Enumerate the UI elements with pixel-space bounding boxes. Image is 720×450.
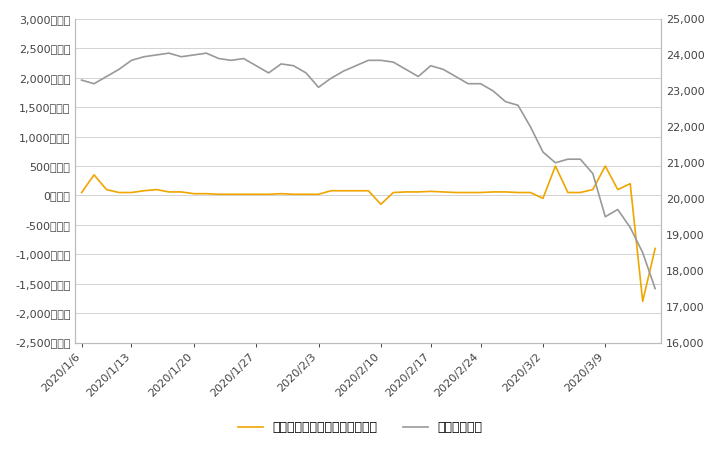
先物・オプション実現損益合計 — [140, 188, 148, 194]
日経平均株価 — [651, 286, 660, 291]
先物・オプション実現損益合計 — [501, 189, 510, 195]
先物・オプション実現損益合計 — [339, 188, 348, 194]
日経平均株価 — [389, 59, 397, 65]
日経平均株価 — [476, 81, 485, 86]
先物・オプション実現損益合計 — [551, 163, 559, 169]
日経平均株価 — [314, 85, 323, 90]
先物・オプション実現損益合計 — [177, 189, 186, 195]
日経平均株価 — [626, 225, 634, 230]
先物・オプション実現損益合計 — [539, 196, 547, 201]
先物・オプション実現損益合計 — [489, 189, 498, 195]
日経平均株価 — [152, 52, 161, 58]
日経平均株価 — [189, 52, 198, 58]
日経平均株価 — [202, 50, 211, 56]
日経平均株価 — [588, 171, 597, 176]
日経平均株価 — [364, 58, 373, 63]
日経平均株価 — [289, 63, 298, 68]
日経平均株価 — [177, 54, 186, 59]
先物・オプション実現損益合計 — [189, 191, 198, 196]
先物・オプション実現損益合計 — [513, 190, 522, 195]
日経平均株価 — [551, 160, 559, 166]
日経平均株価 — [451, 74, 460, 79]
先物・オプション実現損益合計 — [414, 189, 423, 195]
日経平均株価 — [339, 68, 348, 74]
先物・オプション実現損益合計 — [77, 190, 86, 195]
先物・オプション実現損益合計 — [314, 192, 323, 197]
先物・オプション実現損益合計 — [364, 188, 373, 194]
先物・オプション実現損益合計 — [152, 187, 161, 192]
日経平均株価 — [526, 124, 535, 130]
日経平均株価 — [327, 76, 336, 81]
日経平均株価 — [639, 250, 647, 255]
日経平均株価 — [613, 207, 622, 212]
日経平均株価 — [102, 74, 111, 79]
日経平均株価 — [77, 77, 86, 83]
先物・オプション実現損益合計 — [564, 190, 572, 195]
日経平均株価 — [302, 70, 310, 76]
先物・オプション実現損益合計 — [389, 190, 397, 195]
先物・オプション実現損益合計 — [302, 192, 310, 197]
日経平均株価 — [377, 58, 385, 63]
日経平均株価 — [215, 56, 223, 61]
先物・オプション実現損益合計 — [613, 187, 622, 192]
先物・オプション実現損益合計 — [215, 192, 223, 197]
日経平均株価 — [426, 63, 435, 68]
先物・オプション実現損益合計 — [402, 189, 410, 195]
先物・オプション実現損益合計 — [90, 172, 99, 178]
先物・オプション実現損益合計 — [264, 192, 273, 197]
日経平均株価 — [239, 56, 248, 61]
日経平均株価 — [601, 214, 610, 220]
日経平均株価 — [252, 63, 261, 68]
日経平均株価 — [264, 70, 273, 76]
日経平均株価 — [402, 67, 410, 72]
Line: 先物・オプション実現損益合計: 先物・オプション実現損益合計 — [81, 166, 655, 302]
先物・オプション実現損益合計 — [651, 246, 660, 251]
日経平均株価 — [140, 54, 148, 59]
日経平均株価 — [114, 67, 123, 72]
日経平均株価 — [439, 67, 448, 72]
先物・オプション実現損益合計 — [464, 190, 472, 195]
先物・オプション実現損益合計 — [227, 192, 235, 197]
先物・オプション実現損益合計 — [239, 192, 248, 197]
日経平均株価 — [501, 99, 510, 104]
先物・オプション実現損益合計 — [289, 192, 298, 197]
先物・オプション実現損益合計 — [526, 190, 535, 195]
日経平均株価 — [90, 81, 99, 86]
先物・オプション実現損益合計 — [202, 191, 211, 196]
日経平均株価 — [227, 58, 235, 63]
先物・オプション実現損益合計 — [114, 190, 123, 195]
先物・オプション実現損益合計 — [576, 190, 585, 195]
先物・オプション実現損益合計 — [102, 187, 111, 192]
Legend: 先物・オプション実現損益合計, 日経平均株価: 先物・オプション実現損益合計, 日経平均株価 — [233, 416, 487, 439]
先物・オプション実現損益合計 — [426, 189, 435, 194]
先物・オプション実現損益合計 — [165, 189, 174, 195]
先物・オプション実現損益合計 — [601, 163, 610, 169]
日経平均株価 — [276, 61, 285, 67]
日経平均株価 — [513, 103, 522, 108]
先物・オプション実現損益合計 — [127, 190, 136, 195]
先物・オプション実現損益合計 — [439, 189, 448, 195]
日経平均株価 — [414, 74, 423, 79]
日経平均株価 — [351, 63, 360, 68]
先物・オプション実現損益合計 — [639, 299, 647, 304]
先物・オプション実現損益合計 — [276, 191, 285, 196]
日経平均株価 — [165, 50, 174, 56]
先物・オプション実現損益合計 — [451, 190, 460, 195]
先物・オプション実現損益合計 — [377, 202, 385, 207]
日経平均株価 — [464, 81, 472, 86]
先物・オプション実現損益合計 — [252, 192, 261, 197]
先物・オプション実現損益合計 — [327, 188, 336, 194]
先物・オプション実現損益合計 — [476, 190, 485, 195]
日経平均株価 — [489, 88, 498, 94]
日経平均株価 — [576, 157, 585, 162]
先物・オプション実現損益合計 — [588, 187, 597, 192]
先物・オプション実現損益合計 — [351, 188, 360, 194]
日経平均株価 — [564, 157, 572, 162]
日経平均株価 — [127, 58, 136, 63]
Line: 日経平均株価: 日経平均株価 — [81, 53, 655, 288]
日経平均株価 — [539, 149, 547, 155]
先物・オプション実現損益合計 — [626, 181, 634, 186]
